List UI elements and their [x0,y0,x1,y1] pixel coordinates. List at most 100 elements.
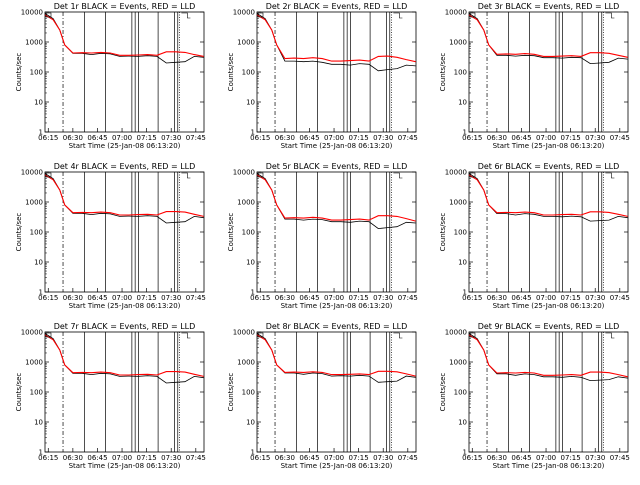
x-tick-label: 06:45 [299,294,319,302]
x-tick-label: 07:15 [349,134,369,142]
x-tick-label: 07:15 [137,134,157,142]
y-tick-label: 10000 [445,9,467,17]
x-tick-label: 06:15 [462,294,482,302]
y-tick-label: 10000 [233,169,255,177]
x-tick-label: 06:30 [63,134,83,142]
x-tick-label: 07:15 [349,294,369,302]
x-tick-label: 06:15 [38,134,58,142]
x-tick-label: 07:30 [585,454,605,462]
series-events-line [468,333,628,382]
x-tick-label: 07:30 [585,294,605,302]
y-tick-label: 100 [242,69,255,77]
x-tick-label: 07:45 [186,134,206,142]
x-tick-label: 07:15 [561,454,581,462]
x-tick-label: 07:15 [349,454,369,462]
corner-marker-right [605,12,615,19]
plot-frame [256,171,417,293]
x-tick-label: 07:15 [561,294,581,302]
series-lld-line [468,174,628,217]
y-tick-label: 1000 [449,199,467,207]
x-tick-label: 07:30 [161,294,181,302]
x-tick-label: 07:30 [373,294,393,302]
plot-frame [468,11,629,133]
plot-frame [468,171,629,293]
x-axis-label: Start Time (25-Jan-08 06:13:20) [69,462,181,470]
y-tick-label: 1 [463,449,467,457]
x-tick-label: 07:15 [561,134,581,142]
y-tick-label: 100 [242,389,255,397]
y-tick-label: 10000 [445,329,467,337]
panel-det-4: Det 4r BLACK = Events, RED = LLD 1 10 100 10… [15,162,206,310]
y-tick-label: 10 [246,259,255,267]
x-tick-label: 06:30 [275,134,295,142]
corner-marker [45,12,52,18]
x-tick-label: 07:00 [112,134,132,142]
corner-marker [469,172,476,178]
y-tick-label: 1000 [25,39,43,47]
y-tick-label: 1000 [237,39,255,47]
corner-marker-right [181,332,191,339]
panel-det-7: Det 7r BLACK = Events, RED = LLD 1 10 100 10… [15,322,206,470]
x-tick-label: 07:15 [137,294,157,302]
series-events-line [44,333,204,384]
x-axis-label: Start Time (25-Jan-08 06:13:20) [493,462,605,470]
y-tick-label: 10000 [233,329,255,337]
y-tick-label: 1000 [25,359,43,367]
x-tick-label: 07:30 [373,454,393,462]
y-tick-label: 10 [458,99,467,107]
chart-title: Det 7r BLACK = Events, RED = LLD [54,322,196,331]
x-tick-label: 07:00 [324,454,344,462]
corner-marker-right [393,332,403,339]
y-tick-label: 10 [458,259,467,267]
y-tick-label: 10 [34,99,43,107]
x-tick-label: 06:45 [299,454,319,462]
chart-title: Det 2r BLACK = Events, RED = LLD [266,2,408,11]
x-tick-label: 07:45 [610,134,630,142]
x-tick-label: 07:45 [610,294,630,302]
x-tick-label: 07:00 [536,294,556,302]
y-tick-label: 10000 [233,9,255,17]
x-tick-label: 06:30 [487,454,507,462]
y-tick-label: 100 [30,69,43,77]
y-tick-label: 10000 [21,169,43,177]
panel-det-8: Det 8r BLACK = Events, RED = LLD 1 10 100 10… [227,322,418,470]
series-lld-line [44,334,204,377]
y-tick-label: 1 [251,289,255,297]
corner-marker-right [605,172,615,179]
x-tick-label: 07:45 [398,294,418,302]
corner-marker-right [181,12,191,19]
x-tick-label: 07:00 [324,294,344,302]
x-tick-label: 06:15 [250,134,270,142]
x-tick-label: 06:30 [487,294,507,302]
x-tick-label: 07:45 [186,454,206,462]
y-axis-label: Counts/sec [439,373,447,412]
plot-frame [44,11,205,133]
panel-det-5: Det 5r BLACK = Events, RED = LLD 1 10 100 10… [227,162,418,310]
corner-marker-right [393,12,403,19]
y-tick-label: 100 [454,229,467,237]
y-tick-label: 100 [242,229,255,237]
y-tick-label: 1000 [237,359,255,367]
x-axis-label: Start Time (25-Jan-08 06:13:20) [493,142,605,150]
series-events-line [256,13,416,72]
series-lld-line [468,14,628,58]
y-axis-label: Counts/sec [15,213,23,252]
chart-title: Det 6r BLACK = Events, RED = LLD [478,162,620,171]
x-axis-label: Start Time (25-Jan-08 06:13:20) [69,302,181,310]
y-tick-label: 10000 [445,169,467,177]
x-tick-label: 06:15 [250,294,270,302]
panel-det-2: Det 2r BLACK = Events, RED = LLD 1 10 100 10… [227,2,418,150]
corner-marker [257,332,264,338]
panel-det-9: Det 9r BLACK = Events, RED = LLD 1 10 100 10… [439,322,630,470]
y-tick-label: 1000 [449,359,467,367]
y-tick-label: 10000 [21,9,43,17]
series-lld-line [468,334,628,378]
y-tick-label: 100 [30,389,43,397]
y-axis-label: Counts/sec [439,53,447,92]
y-tick-label: 1000 [449,39,467,47]
chart-title: Det 9r BLACK = Events, RED = LLD [478,322,620,331]
corner-marker [469,332,476,338]
y-tick-label: 1000 [25,199,43,207]
x-tick-label: 06:45 [299,134,319,142]
y-tick-label: 100 [454,389,467,397]
